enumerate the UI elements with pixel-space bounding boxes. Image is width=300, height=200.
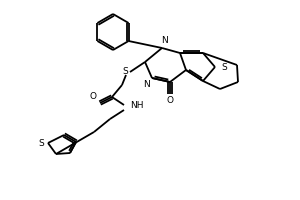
Text: NH: NH (130, 102, 143, 110)
Text: N: N (143, 80, 150, 89)
Text: S: S (38, 138, 44, 148)
Text: O: O (167, 96, 173, 105)
Text: S: S (122, 66, 128, 75)
Text: O: O (90, 92, 97, 101)
Text: N: N (160, 36, 167, 45)
Text: S: S (221, 62, 227, 72)
